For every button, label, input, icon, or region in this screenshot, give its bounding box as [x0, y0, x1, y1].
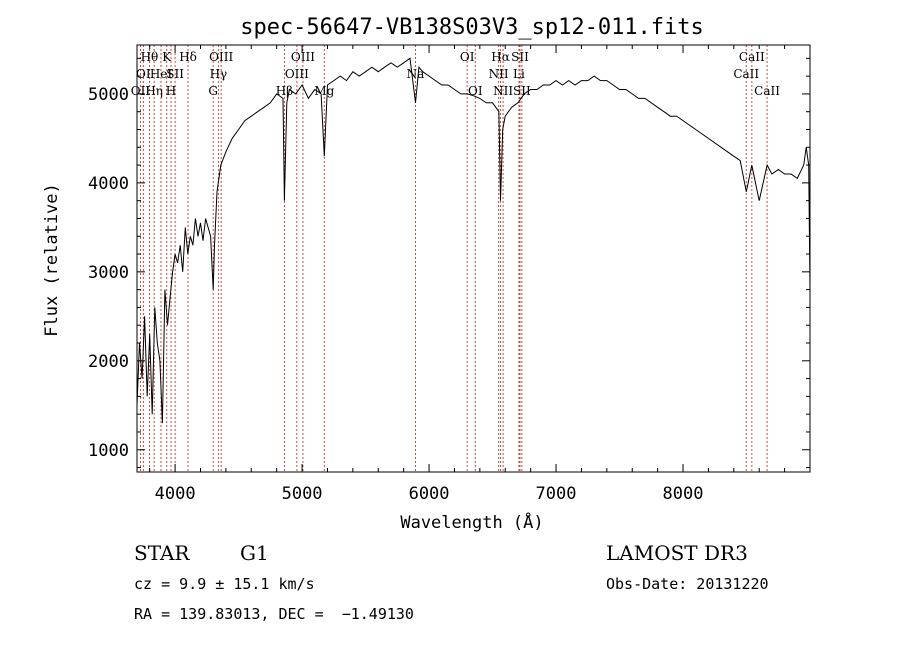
line-marker-label: H: [166, 84, 176, 98]
spectrum-series-line: [136, 57, 811, 424]
y-tick-label: 1000: [88, 441, 129, 461]
plot-frame: [136, 44, 811, 473]
x-axis-label: Wavelength (Å): [400, 511, 543, 533]
x-tick-label: 5000: [282, 484, 323, 504]
line-marker-label: OIII: [291, 50, 315, 64]
line-marker-label: Hγ: [210, 67, 228, 81]
line-marker-label: Na: [407, 67, 425, 81]
line-marker-label: SII: [513, 84, 531, 98]
obs-date: Obs-Date: 20131220: [606, 575, 769, 593]
line-marker-label: OII: [131, 84, 151, 98]
line-marker-label: CaII: [733, 67, 759, 81]
x-tick-label: 4000: [155, 484, 196, 504]
y-tick-label: 2000: [88, 352, 129, 372]
spectral-line-labels: OII OI Hθ Hη HeI K H SII Hδ G Hγ OIII Hβ OIII OIII Mg Na…: [131, 50, 780, 98]
line-marker-label: CaII: [739, 50, 765, 64]
y-tick-label: 5000: [88, 85, 129, 105]
x-tick-label: 6000: [409, 484, 450, 504]
line-marker-label: OI: [468, 84, 483, 98]
line-marker-label: OI: [136, 67, 151, 81]
line-marker-label: SII: [166, 67, 184, 81]
line-marker-label: Hδ: [179, 50, 197, 64]
line-marker-label: OIII: [209, 50, 233, 64]
survey-name: LAMOST DR3: [606, 541, 748, 565]
x-axis-ticks: 4000 5000 6000 7000 8000: [149, 45, 786, 504]
redshift-readout: cz = 9.9 ± 15.1 km/s: [134, 575, 315, 593]
line-marker-label: OI: [460, 50, 475, 64]
line-marker-label: Hβ: [276, 84, 293, 98]
line-marker-label: OIII: [285, 67, 309, 81]
y-tick-label: 4000: [88, 174, 129, 194]
line-marker-label: K: [162, 50, 172, 64]
line-marker-label: G: [208, 84, 218, 98]
line-marker-label: CaII: [754, 84, 780, 98]
coordinates-readout: RA = 139.83013, DEC = −1.49130: [134, 605, 414, 623]
x-tick-label: 8000: [663, 484, 704, 504]
line-marker-label: SII: [511, 50, 529, 64]
chart-title: spec-56647-VB138S03V3_sp12-011.fits: [240, 15, 704, 40]
line-marker-label: Mg: [314, 84, 334, 98]
y-axis-label: Flux (relative): [42, 183, 62, 337]
y-tick-label: 3000: [88, 263, 129, 283]
line-marker-label: NII: [493, 84, 513, 98]
object-subclass: G1: [240, 541, 269, 565]
y-axis-ticks: 1000 2000 3000 4000 5000: [88, 57, 810, 469]
line-marker-label: Hη: [145, 84, 163, 98]
x-tick-label: 7000: [536, 484, 577, 504]
object-class: STAR: [134, 541, 190, 565]
spectral-line-markers: [139, 45, 768, 472]
line-marker-label: NII: [489, 67, 509, 81]
line-marker-label: Li: [513, 67, 525, 81]
line-marker-label: HeI: [150, 67, 173, 81]
line-marker-label: Hα: [491, 50, 510, 64]
line-marker-label: Hθ: [141, 50, 159, 64]
